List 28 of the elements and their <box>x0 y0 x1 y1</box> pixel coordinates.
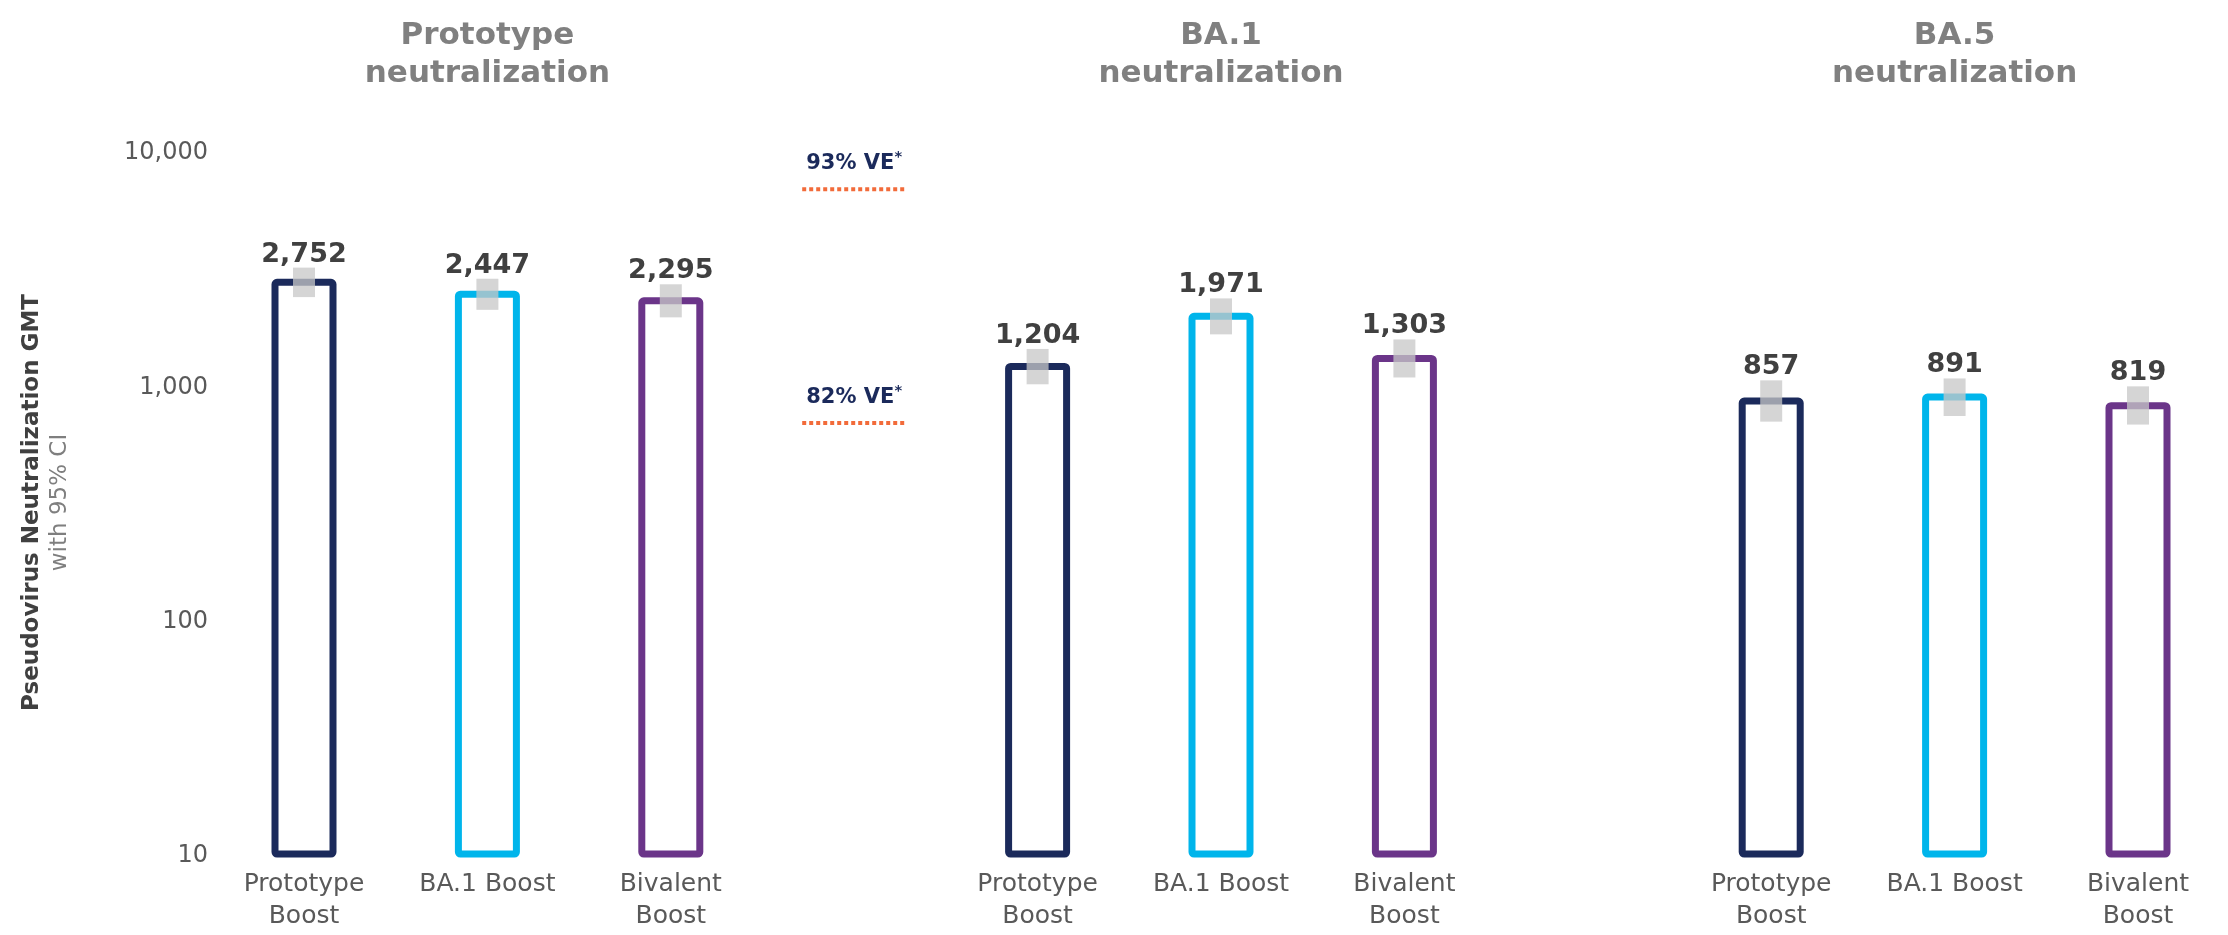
data-label: 891 <box>1926 347 1983 379</box>
text: Prototype neutralization <box>364 15 611 89</box>
data-label: 2,295 <box>628 253 714 285</box>
data-label: 2,447 <box>444 247 531 279</box>
y-tick-label: 10,000 <box>124 137 208 166</box>
data-label: 2,752 <box>261 236 347 268</box>
ref-line-label: 93% VE$^{*}$ <box>806 146 903 175</box>
x-tick-label: Prototype Boost <box>243 868 365 929</box>
text: BA.5 neutralization <box>1831 15 2078 89</box>
x-tick-label: BA.1 Boost <box>1152 868 1290 897</box>
x-tick-label: Prototype Boost <box>977 868 1098 929</box>
data-label: 1,204 <box>994 317 1081 349</box>
x-tick-label: BA.1 Boost <box>1886 868 2023 897</box>
y-tick-label: 1,000 <box>139 371 208 400</box>
y-tick-label: 100 <box>162 606 208 635</box>
y-tick-label: 10 <box>177 840 208 869</box>
x-tick-label: Bivalent Boost <box>619 868 723 929</box>
data-label: 819 <box>2109 355 2167 387</box>
y-axis-title: Pseudovirus Neutralization GMT with 95% CI <box>17 293 71 711</box>
x-tick-label: Bivalent Boost <box>2086 868 2190 929</box>
x-tick-label: Bivalent Boost <box>1353 868 1456 929</box>
ref-line-label: 82% VE$^{*}$ <box>806 380 903 409</box>
text: BA.1 neutralization <box>1098 15 1344 89</box>
data-label: 1,303 <box>1361 308 1448 340</box>
data-label: 1,971 <box>1178 267 1264 299</box>
data-label: 857 <box>1743 349 1800 381</box>
x-tick-label: BA.1 Boost <box>419 868 556 897</box>
x-tick-label: Prototype Boost <box>1710 868 1832 929</box>
